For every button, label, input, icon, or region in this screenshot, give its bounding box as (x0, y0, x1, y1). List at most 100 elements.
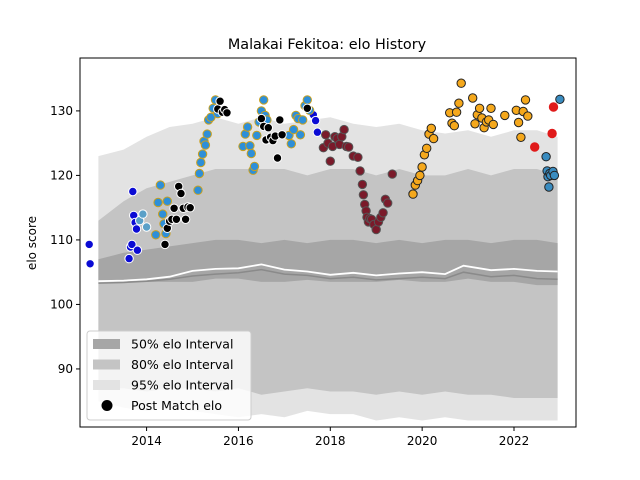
data-point (153, 197, 163, 208)
legend-swatch (93, 339, 120, 349)
legend: 50% elo Interval 80% elo Interval 95% elo … (86, 330, 252, 421)
data-point (500, 110, 510, 121)
data-point (272, 153, 283, 163)
data-point (84, 239, 94, 250)
data-point (339, 124, 349, 135)
x-axis: 2014 2016 2018 2020 2022 (131, 427, 529, 448)
data-point (202, 129, 212, 139)
data-point (295, 130, 306, 140)
data-point (548, 102, 559, 112)
data-points (84, 78, 565, 269)
data-point (275, 115, 285, 125)
data-point (426, 123, 436, 134)
data-point (408, 189, 418, 199)
data-point (422, 143, 432, 154)
data-point (158, 209, 168, 219)
data-point (222, 108, 232, 118)
legend-swatch (93, 380, 120, 390)
data-point (383, 198, 393, 208)
data-point (162, 196, 173, 206)
data-point (259, 95, 269, 105)
data-point (277, 130, 287, 140)
data-point (249, 161, 260, 172)
data-point (288, 124, 299, 135)
y-axis-label: elo score (25, 216, 39, 270)
data-point (468, 93, 478, 103)
legend-label: 80% elo Interval (131, 357, 233, 372)
data-point (520, 95, 531, 105)
data-point (85, 259, 95, 269)
data-point (263, 123, 273, 133)
data-point (141, 222, 152, 232)
legend-label: 50% elo Interval (131, 337, 233, 352)
data-point (355, 166, 365, 176)
data-point (171, 214, 182, 225)
y-tick-label: 90 (58, 362, 73, 376)
data-point (344, 142, 354, 152)
data-point (185, 203, 195, 213)
data-point (180, 214, 191, 225)
data-point (245, 141, 255, 151)
data-point (176, 188, 186, 199)
y-tick-label: 110 (50, 233, 73, 247)
legend-swatch (93, 359, 120, 370)
data-point (169, 203, 179, 214)
data-point (387, 169, 397, 179)
data-point (325, 156, 335, 166)
legend-label: 95% elo Interval (131, 378, 233, 393)
data-point (131, 224, 142, 234)
plot-frame (79, 57, 577, 428)
data-point (530, 142, 540, 152)
data-point (544, 182, 554, 192)
data-point (454, 98, 464, 108)
x-tick-label: 2018 (315, 434, 346, 448)
data-point (549, 170, 560, 181)
data-point (196, 157, 206, 168)
data-point (128, 186, 138, 197)
data-point (541, 152, 551, 162)
data-point (547, 128, 557, 139)
data-point (197, 149, 208, 159)
y-axis: 90 100 110 120 130 (50, 104, 80, 376)
data-point (194, 168, 205, 179)
data-point (488, 119, 498, 130)
data-point (286, 139, 296, 149)
median-lines (98, 263, 558, 284)
data-point (358, 190, 369, 200)
median-line-1 (98, 268, 558, 284)
legend-marker (101, 400, 113, 411)
data-point (415, 170, 425, 181)
data-point (127, 239, 137, 250)
data-point (246, 148, 257, 159)
data-point (371, 224, 381, 235)
x-tick-label: 2016 (223, 434, 254, 448)
data-point (242, 122, 253, 132)
data-point (252, 130, 262, 141)
data-point (151, 230, 161, 240)
y-tick-label: 130 (50, 104, 73, 118)
data-point (353, 152, 363, 163)
data-point (357, 179, 368, 190)
data-point (193, 185, 203, 195)
median-line-0 (98, 263, 558, 283)
data-point (321, 130, 331, 140)
data-point (138, 209, 148, 219)
data-point (456, 78, 466, 88)
x-tick-label: 2014 (131, 434, 162, 448)
data-point (155, 180, 166, 190)
chart-title: Malakai Fekitoa: elo History (228, 37, 427, 53)
data-point (160, 239, 170, 250)
data-point (451, 107, 462, 117)
data-point (132, 245, 143, 255)
data-point (310, 115, 321, 126)
data-point (555, 94, 565, 105)
data-point (302, 103, 312, 114)
y-tick-label: 100 (50, 297, 73, 311)
legend-label: Post Match elo (131, 398, 222, 413)
data-point (302, 95, 312, 105)
data-point (256, 113, 267, 124)
y-tick-label: 120 (50, 168, 73, 182)
data-point (124, 253, 134, 264)
data-point (312, 127, 323, 137)
